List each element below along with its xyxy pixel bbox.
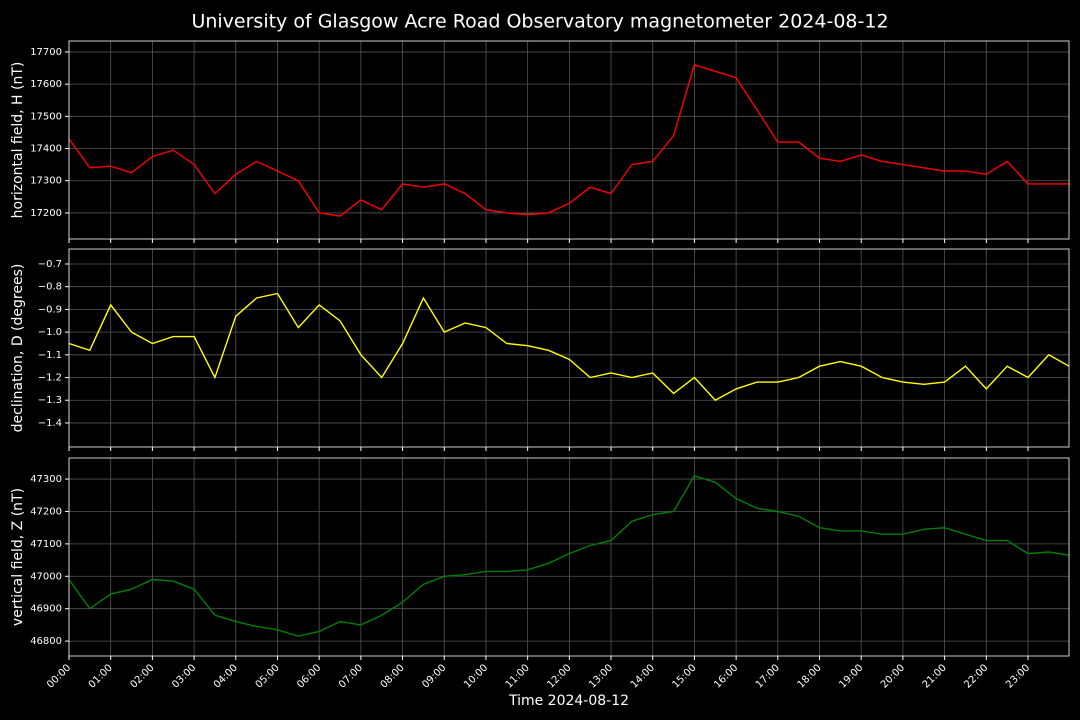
x-tick-label: 09:00 <box>420 662 448 690</box>
x-tick-label: 07:00 <box>337 662 365 690</box>
x-tick-label: 11:00 <box>504 662 532 690</box>
plot-frame <box>68 40 1070 240</box>
y-tick-label: −0.7 <box>38 259 62 270</box>
x-tick-label: 06:00 <box>295 662 323 690</box>
y-tick-label: −1.0 <box>38 327 62 338</box>
y-tick-label: −0.8 <box>38 282 62 293</box>
y-tick-label: 46800 <box>30 636 62 647</box>
x-tick-label: 20:00 <box>879 662 907 690</box>
data-line <box>68 292 1070 402</box>
figure-title: University of Glasgow Acre Road Observat… <box>191 11 888 33</box>
x-tick-label: 14:00 <box>629 662 657 690</box>
data-line <box>68 474 1070 637</box>
y-tick-label: 17200 <box>30 208 62 219</box>
y-tick-label: −1.3 <box>38 395 62 406</box>
x-tick-label: 08:00 <box>379 662 407 690</box>
y-tick-label: 46900 <box>30 604 62 615</box>
data-line <box>68 63 1069 217</box>
y-tick-label: 47300 <box>30 474 62 485</box>
x-tick-label: 19:00 <box>837 662 865 690</box>
y-tick-label: 17600 <box>30 79 62 90</box>
x-tick-label: 17:00 <box>754 662 782 690</box>
y-tick-label: −1.1 <box>38 350 62 361</box>
x-tick-label: 15:00 <box>671 662 699 690</box>
y-tick-label: 17400 <box>30 144 62 155</box>
y-axis-label: horizontal field, H (nT) <box>10 62 26 219</box>
y-tick-label: 47000 <box>30 571 62 582</box>
x-tick-label: 12:00 <box>545 662 573 690</box>
y-axis-label: declination, D (degrees) <box>10 264 26 433</box>
y-tick-label: 47200 <box>30 506 62 517</box>
x-tick-label: 22:00 <box>962 662 990 690</box>
x-tick-label: 23:00 <box>1004 662 1032 690</box>
y-tick-label: 47100 <box>30 539 62 550</box>
plot-frame <box>68 248 1070 448</box>
x-axis-label: Time 2024-08-12 <box>508 693 629 709</box>
x-tick-label: 16:00 <box>712 662 740 690</box>
x-tick-label: 03:00 <box>170 662 198 690</box>
x-tick-label: 18:00 <box>796 662 824 690</box>
x-tick-label: 10:00 <box>462 662 490 690</box>
x-tick-label: 02:00 <box>128 662 156 690</box>
y-tick-label: −1.2 <box>38 373 62 384</box>
x-tick-label: 13:00 <box>587 662 615 690</box>
plot-frame <box>68 457 1070 657</box>
y-tick-label: 17500 <box>30 111 62 122</box>
x-tick-label: 05:00 <box>254 662 282 690</box>
x-tick-label: 04:00 <box>212 662 240 690</box>
x-tick-label: 00:00 <box>45 662 73 690</box>
y-axis-label: vertical field, Z (nT) <box>10 488 26 626</box>
y-tick-label: 17300 <box>30 176 62 187</box>
x-tick-label: 21:00 <box>921 662 949 690</box>
y-tick-label: 17700 <box>30 47 62 58</box>
y-tick-label: −1.4 <box>38 418 62 429</box>
x-tick-label: 01:00 <box>87 662 115 690</box>
y-tick-label: −0.9 <box>38 304 62 315</box>
